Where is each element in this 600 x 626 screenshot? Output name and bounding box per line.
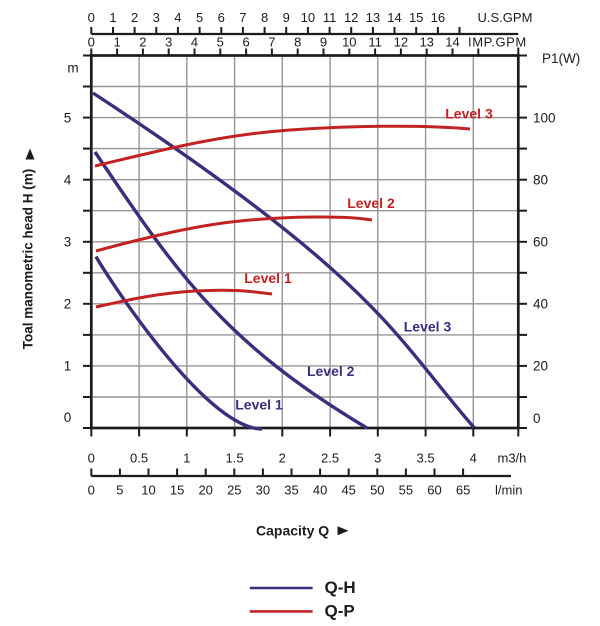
svg-text:16: 16	[431, 10, 445, 25]
svg-text:Level 1: Level 1	[235, 397, 283, 413]
svg-text:Level 1: Level 1	[244, 270, 292, 286]
svg-text:13: 13	[419, 35, 433, 50]
svg-text:3.5: 3.5	[417, 451, 435, 466]
svg-text:m3/h: m3/h	[498, 451, 527, 466]
svg-text:Q-H: Q-H	[325, 578, 356, 597]
svg-text:9: 9	[283, 10, 290, 25]
svg-text:30: 30	[256, 483, 270, 498]
svg-text:10: 10	[141, 483, 155, 498]
svg-text:4: 4	[174, 10, 181, 25]
svg-text:0: 0	[88, 451, 95, 466]
svg-text:6: 6	[218, 10, 225, 25]
svg-text:60: 60	[427, 483, 441, 498]
svg-text:Level 2: Level 2	[347, 195, 395, 211]
svg-text:1: 1	[64, 359, 72, 374]
svg-text:P1(W): P1(W)	[542, 51, 580, 66]
svg-text:1.5: 1.5	[226, 451, 244, 466]
svg-text:7: 7	[268, 35, 275, 50]
svg-text:12: 12	[394, 35, 408, 50]
svg-text:20: 20	[198, 483, 212, 498]
svg-text:11: 11	[323, 10, 337, 25]
svg-text:1: 1	[113, 35, 120, 50]
svg-text:U.S.GPM: U.S.GPM	[478, 10, 533, 25]
svg-text:4: 4	[470, 451, 477, 466]
svg-text:15: 15	[409, 10, 423, 25]
svg-text:2: 2	[64, 297, 72, 312]
svg-text:9: 9	[320, 35, 327, 50]
svg-text:7: 7	[239, 10, 246, 25]
svg-text:Level 2: Level 2	[307, 363, 355, 379]
svg-text:25: 25	[227, 483, 241, 498]
svg-text:35: 35	[284, 483, 298, 498]
svg-text:12: 12	[344, 10, 358, 25]
svg-text:10: 10	[301, 10, 315, 25]
svg-text:40: 40	[533, 297, 548, 312]
svg-text:5: 5	[196, 10, 203, 25]
svg-text:40: 40	[313, 483, 327, 498]
svg-text:45: 45	[341, 483, 355, 498]
svg-text:15: 15	[170, 483, 184, 498]
svg-text:0: 0	[533, 411, 541, 426]
svg-text:2.5: 2.5	[321, 451, 339, 466]
svg-text:3: 3	[153, 10, 160, 25]
svg-text:l/min: l/min	[495, 483, 522, 498]
svg-text:2: 2	[131, 10, 138, 25]
svg-text:0: 0	[88, 10, 95, 25]
svg-text:Level 3: Level 3	[404, 319, 452, 335]
svg-text:8: 8	[294, 35, 301, 50]
svg-text:80: 80	[533, 173, 548, 188]
svg-text:14: 14	[387, 10, 401, 25]
svg-text:55: 55	[399, 483, 413, 498]
svg-text:100: 100	[533, 110, 556, 125]
svg-text:Q-P: Q-P	[325, 601, 355, 620]
svg-text:8: 8	[261, 10, 268, 25]
svg-text:0: 0	[88, 483, 95, 498]
svg-text:13: 13	[366, 10, 380, 25]
svg-text:IMP.GPM: IMP.GPM	[468, 35, 527, 50]
svg-text:4: 4	[64, 173, 72, 188]
svg-text:m: m	[67, 61, 78, 76]
svg-text:5: 5	[64, 110, 72, 125]
svg-text:3: 3	[374, 451, 381, 466]
svg-text:6: 6	[242, 35, 249, 50]
svg-text:3: 3	[64, 235, 72, 250]
svg-text:Toal manometric head H (m): Toal manometric head H (m)	[21, 169, 36, 350]
svg-text:3: 3	[165, 35, 172, 50]
svg-text:2: 2	[279, 451, 286, 466]
svg-text:5: 5	[217, 35, 224, 50]
svg-text:0: 0	[88, 35, 95, 50]
svg-text:1: 1	[183, 451, 190, 466]
svg-text:5: 5	[116, 483, 123, 498]
svg-text:1: 1	[109, 10, 116, 25]
svg-text:50: 50	[370, 483, 384, 498]
svg-text:0.5: 0.5	[130, 451, 148, 466]
svg-text:60: 60	[533, 235, 548, 250]
svg-text:0: 0	[64, 410, 72, 425]
svg-text:2: 2	[139, 35, 146, 50]
svg-text:10: 10	[342, 35, 356, 50]
svg-text:11: 11	[368, 35, 382, 50]
svg-text:65: 65	[456, 483, 470, 498]
svg-text:Level 3: Level 3	[445, 106, 493, 122]
svg-text:20: 20	[533, 359, 548, 374]
svg-text:14: 14	[445, 35, 459, 50]
svg-text:Capacity Q: Capacity Q	[256, 523, 329, 539]
svg-text:4: 4	[191, 35, 198, 50]
